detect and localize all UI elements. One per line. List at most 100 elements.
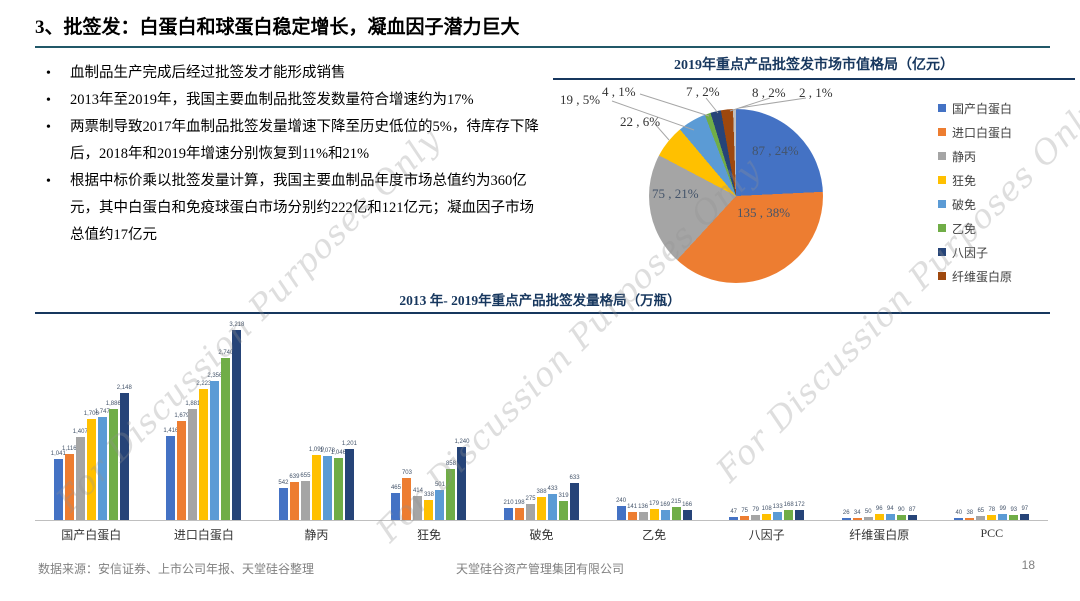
bar: 47 [729,509,739,520]
company-name: 天堂硅谷资产管理集团有限公司 [455,562,624,576]
bar: 1,240 [454,439,469,520]
legend-swatch-icon [938,272,946,280]
bar-value-label: 465 [390,485,401,491]
bar-group: 26 34 50 96 94 90 87 [823,330,936,520]
bar: 1,708 [84,411,99,520]
bar: 50 [863,509,873,520]
bar: 179 [649,501,659,520]
bar-value-label: 96 [875,506,883,512]
bar-value-label: 90 [897,507,905,513]
x-axis-category-label: 纤维蛋白原 [849,528,910,542]
bar-value-label: 1,046 [330,450,346,456]
x-axis-category-label: 乙免 [642,528,667,542]
pie-chart [649,109,823,283]
bar: 858 [446,461,456,520]
bar: 87 [907,507,917,520]
bar-value-label: 1,078 [319,448,335,454]
bar: 169 [660,502,670,520]
bar: 90 [896,507,906,520]
bar: 215 [671,499,681,520]
bar: 94 [885,506,895,520]
bar-value-label: 40 [955,510,963,516]
bar-value-label: 47 [730,509,737,515]
bullet-item: 两票制导致2017年血制品批签发量增速下降至历史低位的5%，待库存下降后，201… [40,114,545,168]
pie-slice-label: 4 , 1% [602,84,636,99]
legend-item: 乙免 [938,216,1012,240]
bar: 40 [954,510,964,520]
x-axis-category-label: 八因子 [748,528,785,542]
legend-label: 静丙 [952,149,977,164]
bar: 1,881 [185,401,200,520]
bar-value-label: 2,223 [196,381,212,387]
bar: 34 [852,510,862,520]
bar-value-label: 3,218 [229,322,245,328]
pie-slice-label: 2 , 1% [799,85,833,100]
bar-value-label: 172 [794,502,805,508]
bar: 172 [795,502,805,520]
bar-value-label: 703 [401,470,412,476]
pie-slice-label: 22 , 6% [620,114,661,129]
bar: 136 [638,504,648,520]
bar-value-label: 198 [514,500,525,506]
bar-value-label: 26 [842,510,850,516]
bar: 26 [841,510,851,520]
bar-value-label: 655 [300,473,311,479]
page-title: 3、批签发：白蛋白和球蛋白稳定增长，凝血因子潜力巨大 [35,17,520,38]
bar: 97 [1020,506,1030,520]
legend-item: 静丙 [938,144,1012,168]
bar-title-divider [35,312,1050,314]
x-axis-labels: 国产白蛋白 进口白蛋白 静丙 狂免 破免 乙免 八因子 纤维蛋白原 PCC [35,526,1048,543]
bar: 1,407 [73,429,88,520]
bar-value-label: 1,099 [308,447,324,453]
bar-value-label: 136 [638,504,649,510]
legend-swatch-icon [938,248,946,256]
bullet-item: 血制品生产完成后经过批签发才能形成销售 [40,60,545,87]
bar-group: 210 198 275 388 433 319 633 [485,330,598,520]
bar-chart: 1,041 1,116 1,407 1,708 1,747 1,886 2,148 1,416… [35,322,1048,520]
bar: 542 [278,480,288,520]
x-axis-category-label: 破免 [529,528,554,542]
bullet-item: 2013年至2019年，我国主要血制品批签发数量符合增速约为17% [40,87,545,114]
bar-value-label: 38 [966,510,974,516]
bar: 2,740 [218,350,233,520]
pie-legend: 国产白蛋白 进口白蛋白 静丙 狂免 破免 乙免 八因子 纤维蛋白原 [938,96,1012,288]
legend-label: 狂免 [952,173,977,188]
legend-item: 狂免 [938,168,1012,192]
pie-slice-label: 87 , 24% [752,143,799,158]
bar: 78 [987,507,997,520]
pie-title-divider [553,78,1075,80]
bar-value-label: 1,679 [174,413,190,419]
bullet-list: 血制品生产完成后经过批签发才能形成销售2013年至2019年，我国主要血制品批签… [40,60,545,249]
bar: 633 [570,475,580,520]
bar: 1,078 [320,448,335,520]
bar: 240 [616,498,626,520]
bar-chart-title: 2013 年- 2019年重点产品批签发量格局（万瓶） [399,293,681,308]
title-divider [35,46,1050,48]
bar: 3,218 [229,322,244,520]
bar-value-label: 1,708 [83,411,99,417]
legend-swatch-icon [938,224,946,232]
bar-value-label: 179 [649,501,660,507]
legend-item: 八因子 [938,240,1012,264]
bar-value-label: 2,356 [207,373,223,379]
bar-value-label: 414 [412,488,423,494]
x-axis-category-label: 进口白蛋白 [173,528,234,542]
bar: 1,416 [163,428,178,520]
bar: 1,041 [51,451,66,520]
bar: 319 [559,493,569,520]
bar-value-label: 1,407 [72,429,88,435]
legend-label: 国产白蛋白 [952,101,1013,116]
bar-value-label: 34 [853,510,861,516]
bar: 133 [773,504,783,520]
bar: 108 [762,506,772,520]
x-axis-category-label: 国产白蛋白 [61,528,122,542]
bar-group: 465 703 414 338 501 858 1,240 [373,330,486,520]
data-source-note: 数据来源：安信证券、上市公司年报、天堂硅谷整理 [38,562,315,576]
legend-swatch-icon [938,176,946,184]
bar-value-label: 97 [1021,506,1029,512]
bar-value-label: 1,240 [454,439,470,445]
x-axis-category-label: 狂免 [416,528,441,542]
bar-value-label: 639 [289,474,300,480]
legend-swatch-icon [938,128,946,136]
bar-value-label: 338 [423,492,434,498]
